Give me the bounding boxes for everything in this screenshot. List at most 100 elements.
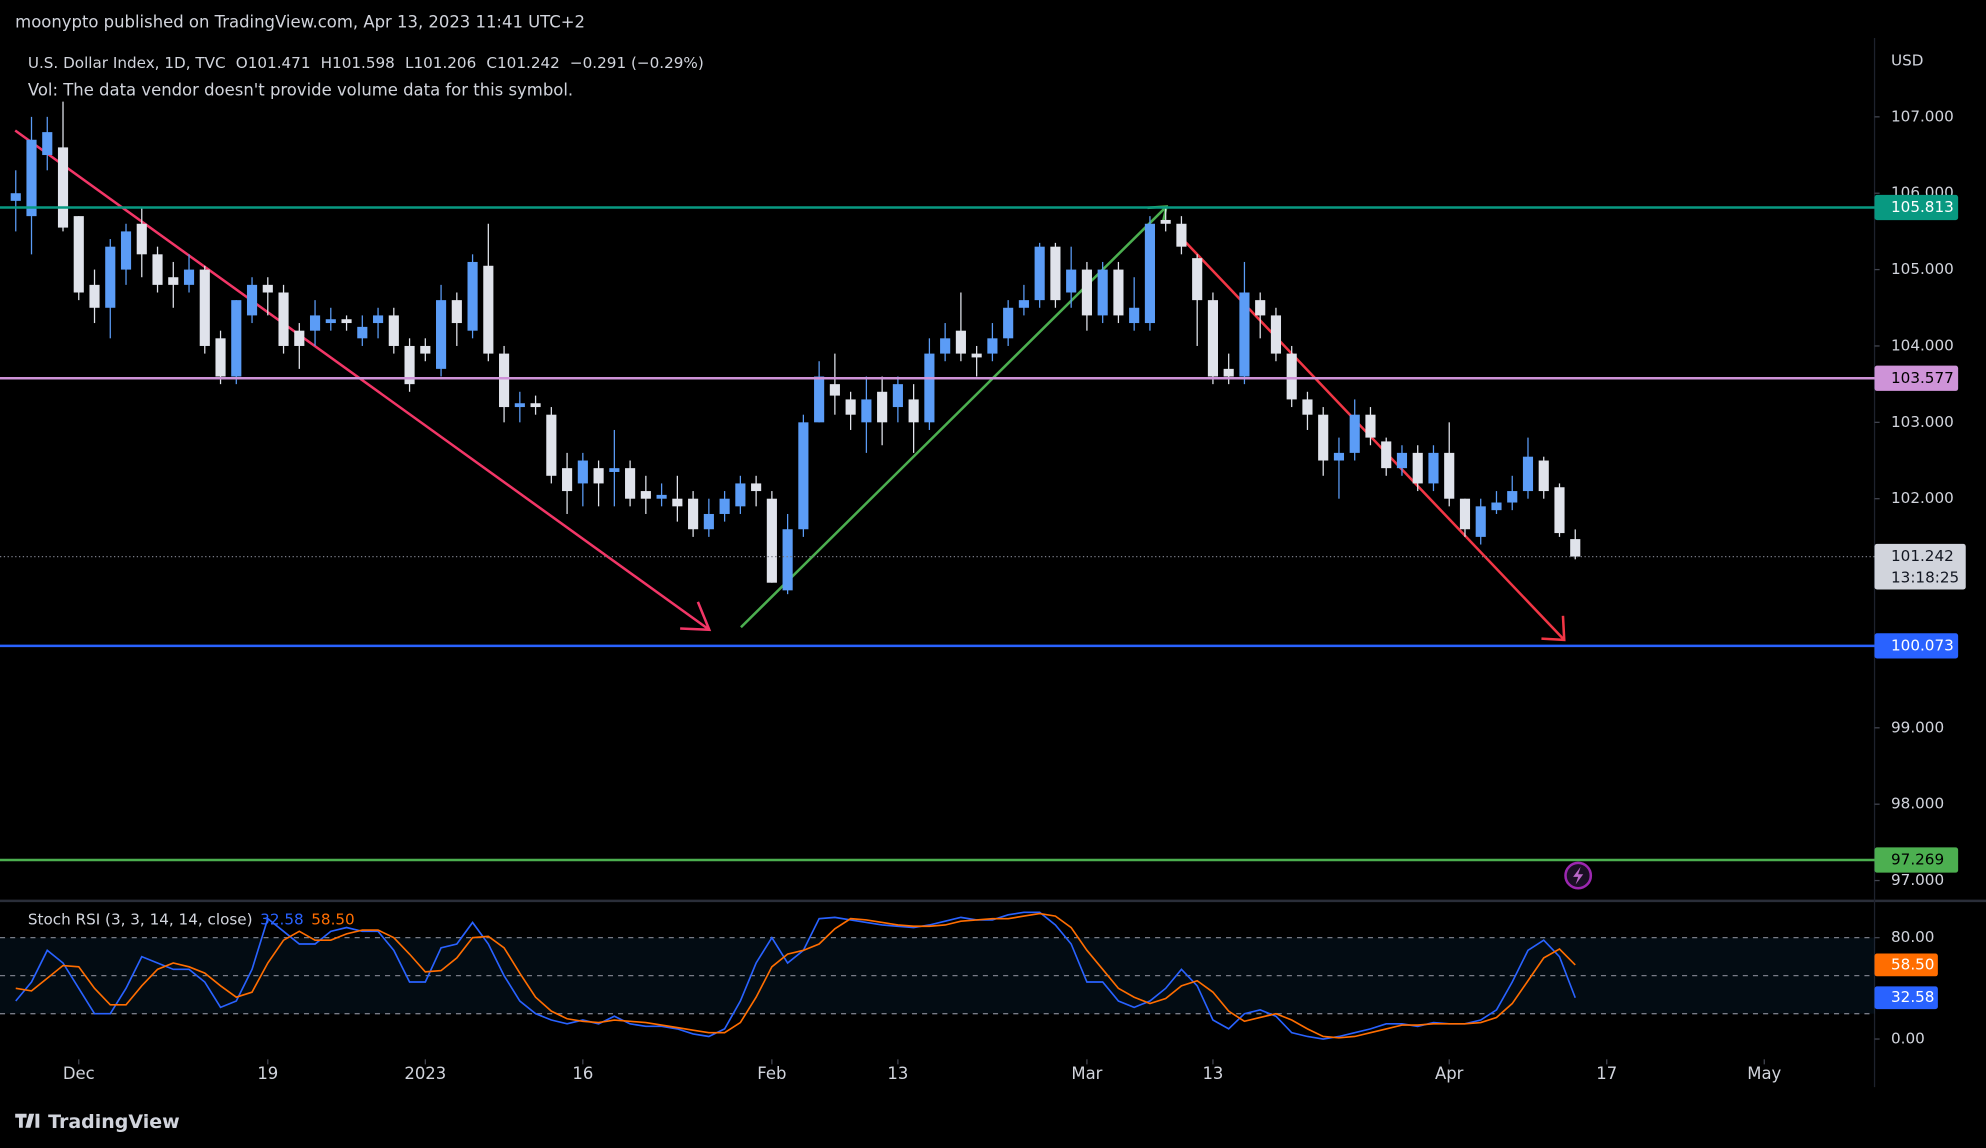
candle-body [136, 223, 147, 255]
ohlc-key: L [405, 54, 414, 72]
candle-body [1207, 300, 1219, 377]
candle-body [1333, 452, 1345, 461]
candle-body [1081, 269, 1092, 316]
change: −0.291 (−0.29%) [570, 54, 704, 72]
candle-body [987, 338, 998, 354]
last-price-label: 101.242 [1891, 547, 1954, 565]
candle-body [57, 147, 69, 228]
candle-body [656, 494, 667, 499]
candle-body [341, 319, 352, 324]
candle-body [357, 326, 368, 339]
candle-body [1428, 452, 1439, 484]
candle-body [262, 284, 273, 293]
level-label: 103.577 [1891, 369, 1954, 387]
candle-body [735, 483, 746, 507]
arrow-head [1541, 615, 1566, 642]
level-badge [1874, 365, 1959, 391]
candle-body [908, 399, 919, 423]
trend-line [740, 205, 1168, 629]
x-tick-label: 16 [572, 1064, 593, 1083]
currency: USD [1891, 51, 1923, 69]
y-tick-label: 107.000 [1891, 107, 1954, 125]
candle-body [388, 315, 399, 346]
level-label: 97.269 [1891, 851, 1944, 869]
candle-body [1129, 307, 1140, 324]
candle-body [829, 384, 840, 396]
level-badge [1874, 194, 1959, 221]
candle-body [1144, 223, 1155, 324]
candle-body [168, 277, 179, 285]
candle-body [436, 300, 447, 369]
candle-body [1507, 491, 1518, 503]
candle-body [1034, 246, 1045, 301]
candle-body [199, 269, 210, 346]
alert-icon[interactable] [1564, 861, 1593, 890]
candle-body [1113, 269, 1124, 316]
ohlc-key: O [236, 54, 248, 72]
candle-body [640, 491, 651, 499]
candle-body [940, 338, 951, 354]
candle-body [294, 330, 305, 346]
candle-body [1239, 292, 1250, 377]
candle-body [1270, 315, 1282, 354]
candle-body [483, 265, 494, 354]
candle-body [924, 353, 935, 423]
x-tick-label: 17 [1596, 1064, 1617, 1083]
x-tick-label: May [1747, 1064, 1781, 1083]
candle-body [798, 422, 809, 530]
candle-body [1396, 452, 1408, 469]
candle-body [1003, 307, 1014, 339]
candle-body [877, 391, 888, 423]
indicator-badge [1874, 953, 1938, 977]
ohlc-value: 101.206 [413, 54, 476, 72]
indicator-badge-label: 58.50 [1891, 955, 1934, 973]
x-tick-label: Feb [757, 1064, 786, 1083]
brand-name: TradingView [48, 1111, 180, 1133]
candle-body [89, 284, 100, 308]
candle-body [1381, 441, 1392, 469]
candle-body [782, 529, 793, 591]
candle-body [971, 353, 982, 358]
ohlc-key: C [486, 54, 497, 72]
trend-arrow [14, 129, 711, 631]
stoch-line [15, 912, 1576, 1039]
candle-body [861, 399, 872, 423]
candle-body [1255, 300, 1266, 316]
symbol: U.S. Dollar Index, 1D, TVC [28, 54, 226, 72]
candle-body [231, 300, 242, 377]
candle-body [1491, 502, 1502, 511]
candle-body [1412, 452, 1423, 484]
indicator-value: 32.58 [260, 910, 303, 928]
candle-body [183, 269, 195, 285]
candle-body [562, 468, 573, 492]
candle-body [1522, 456, 1534, 492]
candle-body [845, 399, 856, 415]
candle-body [325, 319, 336, 324]
candle-body [1223, 368, 1234, 377]
candle-body [1050, 246, 1061, 301]
indicator-badge-label: 32.58 [1891, 988, 1934, 1006]
candle-body [26, 139, 37, 217]
candle-body [42, 132, 53, 156]
stoch-line [15, 911, 1577, 1040]
candle-body [1160, 219, 1171, 224]
y-tick-label: 80.00 [1891, 928, 1934, 946]
candle-body [105, 246, 116, 308]
level-badge [1874, 633, 1959, 659]
last-price-badge [1874, 543, 1966, 590]
candle-body [751, 483, 762, 492]
y-tick-label: 103.000 [1891, 413, 1954, 431]
x-tick-label: 13 [1202, 1064, 1223, 1083]
candle-body [1302, 399, 1313, 415]
published-line: moonypto published on TradingView.com, A… [15, 12, 585, 31]
indicator-title: Stoch RSI (3, 3, 14, 14, close) [28, 910, 253, 928]
candles [10, 101, 1581, 595]
candle-body [451, 300, 462, 324]
candle-body [467, 261, 478, 331]
candle-body [593, 468, 604, 484]
candle-body [546, 414, 557, 476]
y-tick-label: 102.000 [1891, 489, 1954, 507]
level-label: 105.813 [1891, 198, 1954, 216]
alert-bolt[interactable] [1573, 866, 1584, 885]
